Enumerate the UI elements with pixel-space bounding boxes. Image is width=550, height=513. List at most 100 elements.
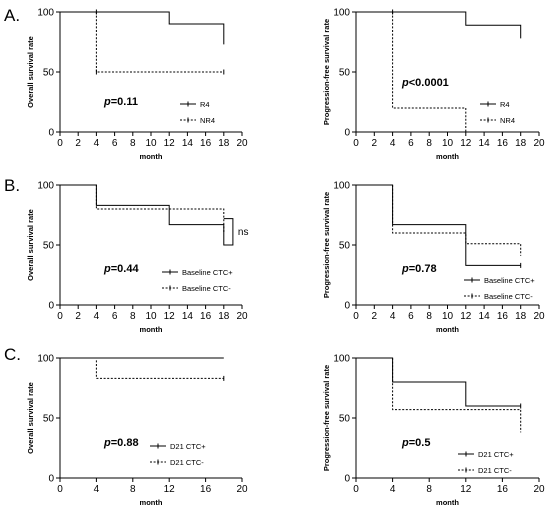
y-tick-label: 100 xyxy=(333,181,350,192)
x-tick-label: 0 xyxy=(353,311,359,322)
x-tick-label: 4 xyxy=(390,138,396,149)
series-line-0 xyxy=(356,11,522,39)
legend-label-0: R4 xyxy=(500,100,510,109)
x-tick-label: 4 xyxy=(390,311,396,322)
x-tick-label: 14 xyxy=(479,311,491,322)
p-value-symbol: p xyxy=(103,263,111,275)
y-tick-label: 0 xyxy=(48,474,54,485)
p-value-symbol: p xyxy=(401,263,409,275)
x-tick-label: 0 xyxy=(57,311,63,322)
y-tick-label: 100 xyxy=(37,8,54,19)
p-value-number: =0.78 xyxy=(409,263,437,275)
p-value-label: p=0.44 xyxy=(103,263,139,275)
x-tick-label: 12 xyxy=(460,311,472,322)
y-tick-label: 50 xyxy=(43,241,55,252)
y-tick-label: 50 xyxy=(43,414,55,425)
p-value-label: p<0.0001 xyxy=(401,77,449,89)
series-line-1 xyxy=(392,358,522,433)
x-tick-label: 20 xyxy=(533,484,545,495)
y-tick-label: 0 xyxy=(344,474,350,485)
y-tick-label: 50 xyxy=(43,68,55,79)
x-tick-label: 12 xyxy=(164,311,176,322)
x-tick-label: 16 xyxy=(200,484,212,495)
x-tick-label: 0 xyxy=(353,484,359,495)
x-tick-label: 10 xyxy=(145,138,157,149)
series-line-1 xyxy=(60,184,225,233)
y-tick-label: 100 xyxy=(333,8,350,19)
x-tick-label: 8 xyxy=(130,484,136,495)
x-tick-label: 12 xyxy=(164,484,176,495)
legend-label-1: NR4 xyxy=(200,116,215,125)
x-tick-label: 18 xyxy=(515,138,527,149)
x-tick-label: 18 xyxy=(515,311,527,322)
y-tick-label: 50 xyxy=(339,241,351,252)
legend-label-1: Baseline CTC- xyxy=(182,284,231,293)
x-tick-label: 6 xyxy=(112,138,118,149)
p-value-label: p=0.5 xyxy=(401,437,430,449)
significance-annotation: ns xyxy=(238,227,249,238)
chart-panel-0: 0 2 4 6 8 10 12 14 16 18 20 0 50 100 month Overall surv… xyxy=(26,8,248,162)
x-tick-label: 16 xyxy=(497,138,509,149)
x-tick-label: 16 xyxy=(200,138,212,149)
legend-label-1: Baseline CTC- xyxy=(484,292,533,301)
chart-panel-1: 0 2 4 6 8 10 12 14 16 18 20 0 50 100 month Progression-… xyxy=(322,8,545,162)
x-tick-label: 4 xyxy=(94,311,100,322)
p-value-label: p=0.11 xyxy=(103,96,138,108)
series-line-1 xyxy=(95,360,224,379)
y-tick-label: 100 xyxy=(333,354,350,365)
x-axis-label: month xyxy=(436,152,459,161)
series-line-0 xyxy=(60,11,225,45)
series-line-1 xyxy=(392,12,467,132)
x-axis-label: month xyxy=(140,152,163,161)
x-tick-label: 6 xyxy=(408,138,414,149)
legend-label-1: NR4 xyxy=(500,116,515,125)
x-tick-label: 20 xyxy=(533,138,545,149)
y-tick-label: 100 xyxy=(37,354,54,365)
legend-label-0: D21 CTC+ xyxy=(478,450,514,459)
x-tick-label: 16 xyxy=(497,311,509,322)
x-tick-label: 2 xyxy=(372,311,378,322)
p-value-number: =0.88 xyxy=(111,437,139,449)
p-value-symbol: p xyxy=(103,96,111,108)
x-tick-label: 2 xyxy=(75,311,81,322)
x-tick-label: 6 xyxy=(112,311,118,322)
panel-label-a: A. xyxy=(4,6,21,25)
x-tick-label: 2 xyxy=(372,138,378,149)
x-tick-label: 18 xyxy=(218,138,230,149)
x-tick-label: 14 xyxy=(182,311,194,322)
x-tick-label: 4 xyxy=(94,138,100,149)
x-tick-label: 12 xyxy=(460,484,472,495)
x-tick-label: 0 xyxy=(57,138,63,149)
series-line-0 xyxy=(60,184,234,246)
series-line-0 xyxy=(356,357,521,407)
x-tick-label: 16 xyxy=(200,311,212,322)
x-tick-label: 18 xyxy=(218,311,230,322)
x-tick-label: 12 xyxy=(164,138,176,149)
series-line-1 xyxy=(95,12,224,73)
p-value-symbol: p xyxy=(103,437,111,449)
panel-label-c: C. xyxy=(4,345,21,364)
x-axis-label: month xyxy=(436,498,459,507)
x-tick-label: 8 xyxy=(426,484,432,495)
y-axis-label: Progression-free survival rate xyxy=(322,192,331,298)
y-axis-label: Overall survival rate xyxy=(26,382,35,454)
x-tick-label: 8 xyxy=(130,311,136,322)
x-tick-label: 10 xyxy=(145,311,157,322)
x-tick-label: 8 xyxy=(426,311,432,322)
x-tick-label: 20 xyxy=(236,311,248,322)
x-tick-label: 0 xyxy=(353,138,359,149)
x-tick-label: 10 xyxy=(442,138,454,149)
x-tick-label: 20 xyxy=(533,311,545,322)
chart-panel-2: 0 2 4 6 8 10 12 14 16 18 20 0 50 100 month Overall surv… xyxy=(26,181,248,335)
p-value-number: =0.11 xyxy=(111,96,138,108)
series-line-1 xyxy=(392,185,522,256)
p-value-number: =0.44 xyxy=(111,263,140,275)
y-tick-label: 0 xyxy=(344,301,350,312)
x-tick-label: 8 xyxy=(130,138,136,149)
x-tick-label: 20 xyxy=(236,138,248,149)
y-tick-label: 50 xyxy=(339,414,351,425)
x-tick-label: 20 xyxy=(236,484,248,495)
x-tick-label: 16 xyxy=(497,484,509,495)
